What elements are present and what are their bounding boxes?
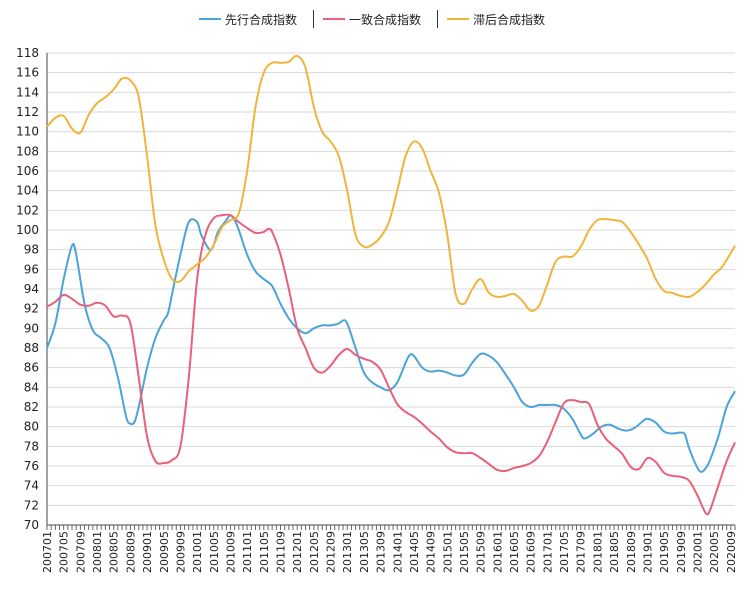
x-tick-label: 200701 <box>41 531 54 573</box>
x-axis: 200701 200705 200709 200801 200805 200809 2009… <box>41 524 738 573</box>
x-tick-label: 201109 <box>275 531 288 573</box>
x-tick-label: 201705 <box>558 531 571 573</box>
y-tick-label: 108 <box>16 144 39 158</box>
series-line-1 <box>46 213 736 516</box>
x-tick-label: 201001 <box>191 531 204 573</box>
x-tick-label: 201605 <box>508 531 521 573</box>
legend-label-leading: 先行合成指数 <box>225 12 298 27</box>
y-tick-label: 114 <box>16 85 39 99</box>
x-tick-label: 200905 <box>158 531 171 573</box>
y-tick-label: 94 <box>24 282 39 296</box>
x-tick-label: 201105 <box>258 531 271 573</box>
x-tick-label: 201505 <box>458 531 471 573</box>
x-tick-label: 200901 <box>141 531 154 573</box>
legend-swatch-lagging <box>447 18 469 20</box>
y-tick-label: 76 <box>24 459 39 473</box>
x-tick-label: 201009 <box>224 531 237 573</box>
y-tick-label: 86 <box>24 361 39 375</box>
x-tick-label: 200705 <box>58 531 71 573</box>
x-tick-label: 201609 <box>525 531 538 573</box>
series-line-2 <box>46 54 736 312</box>
y-tick-label: 100 <box>16 223 39 237</box>
legend-item-lagging[interactable]: 滞后合成指数 <box>447 8 545 30</box>
x-tick-label: 201209 <box>325 531 338 573</box>
x-tick-label: 200809 <box>124 531 137 573</box>
x-tick-label: 200805 <box>108 531 121 573</box>
y-tick-label: 74 <box>24 479 39 493</box>
x-tick-label: 202005 <box>708 531 721 573</box>
y-tick-label: 112 <box>16 105 39 119</box>
y-tick-label: 72 <box>24 498 39 512</box>
series-lines <box>46 54 736 516</box>
y-tick-label: 104 <box>16 184 39 198</box>
x-tick-label: 201909 <box>675 531 688 573</box>
x-tick-label: 200801 <box>91 531 104 573</box>
legend-swatch-coincident <box>323 18 345 20</box>
y-tick-label: 90 <box>24 321 39 335</box>
legend-item-coincident[interactable]: 一致合成指数 <box>323 8 421 30</box>
x-tick-label: 201301 <box>341 531 354 573</box>
y-tick-label: 118 <box>16 46 39 60</box>
x-tick-label: 201501 <box>441 531 454 573</box>
x-tick-label: 201205 <box>308 531 321 573</box>
series-line-0 <box>46 214 736 473</box>
x-tick-label: 201905 <box>658 531 671 573</box>
x-tick-label: 201405 <box>408 531 421 573</box>
x-tick-label: 202009 <box>725 531 738 573</box>
legend-separator <box>313 10 314 28</box>
y-tick-label: 88 <box>24 341 39 355</box>
legend-label-coincident: 一致合成指数 <box>349 12 422 27</box>
x-tick-label: 201101 <box>241 531 254 573</box>
x-tick-label: 201601 <box>491 531 504 573</box>
x-tick-label: 200709 <box>74 531 87 573</box>
chart-legend: 先行合成指数 一致合成指数 滞后合成指数 <box>0 8 750 30</box>
x-tick-label: 201801 <box>591 531 604 573</box>
y-tick-label: 78 <box>24 439 39 453</box>
y-tick-label: 98 <box>24 243 39 257</box>
legend-label-lagging: 滞后合成指数 <box>473 12 546 27</box>
legend-item-leading[interactable]: 先行合成指数 <box>199 8 297 30</box>
x-tick-label: 202001 <box>691 531 704 573</box>
x-tick-label: 201901 <box>641 531 654 573</box>
y-tick-label: 96 <box>24 262 39 276</box>
y-tick-label: 80 <box>24 420 39 434</box>
x-tick-label: 201701 <box>541 531 554 573</box>
legend-swatch-leading <box>199 18 221 20</box>
y-tick-label: 102 <box>16 203 39 217</box>
x-tick-label: 201509 <box>475 531 488 573</box>
x-tick-label: 201201 <box>291 531 304 573</box>
x-tick-label: 201709 <box>575 531 588 573</box>
legend-separator <box>437 10 438 28</box>
y-tick-label: 106 <box>16 164 39 178</box>
y-tick-label: 110 <box>16 125 39 139</box>
y-tick-label: 92 <box>24 302 39 316</box>
y-tick-label: 84 <box>24 380 39 394</box>
x-tick-label: 201005 <box>208 531 221 573</box>
x-tick-label: 201309 <box>375 531 388 573</box>
x-tick-label: 201409 <box>425 531 438 573</box>
x-tick-label: 201305 <box>358 531 371 573</box>
x-tick-label: 200909 <box>174 531 187 573</box>
x-tick-label: 201809 <box>625 531 638 573</box>
y-tick-label: 82 <box>24 400 39 414</box>
y-tick-label: 116 <box>16 66 39 80</box>
x-tick-label: 201401 <box>391 531 404 573</box>
y-tick-label: 70 <box>24 518 39 532</box>
gridlines <box>47 52 735 526</box>
y-axis: 70 72 74 76 78 80 82 84 86 88 90 92 94 96 98 100 102 104 1… <box>16 46 48 532</box>
x-tick-label: 201805 <box>608 531 621 573</box>
